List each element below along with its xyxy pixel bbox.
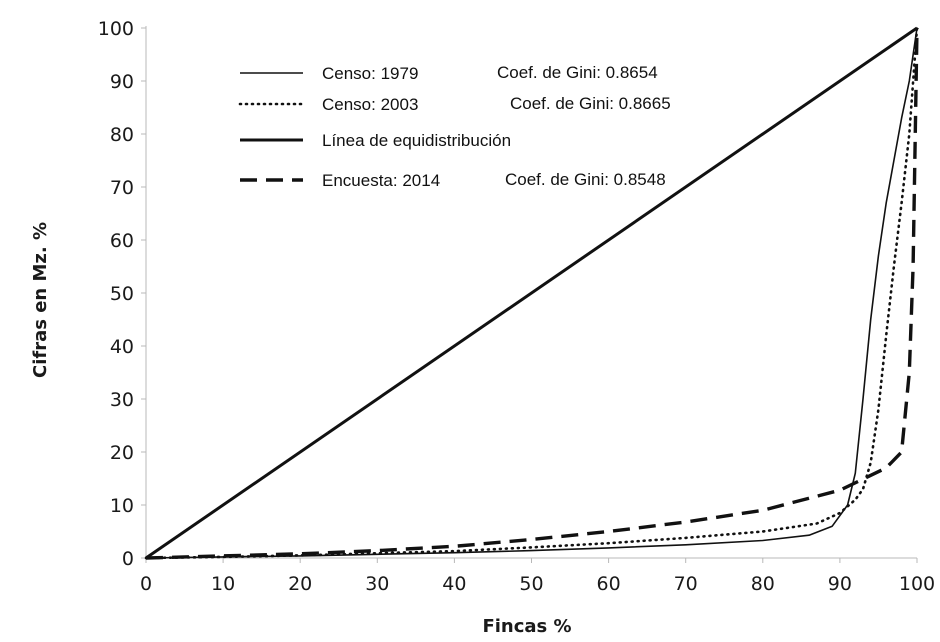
- x-axis-title: Fincas %: [482, 616, 571, 637]
- y-tick-label: 100: [98, 18, 134, 40]
- series-line-censo-1979: [145, 27, 918, 559]
- x-axis: 0 10 20 30 40 50 60 70 80 90 100: [140, 557, 935, 595]
- y-tick-label: 90: [110, 71, 134, 93]
- legend-label-encuesta-2014: Encuesta: 2014: [322, 171, 440, 190]
- y-tick-label: 10: [110, 495, 134, 517]
- legend-label-censo-2003: Censo: 2003: [322, 95, 418, 114]
- legend-gini-censo-2003: Coef. de Gini: 0.8665: [510, 94, 671, 113]
- x-tick-label: 60: [597, 573, 621, 595]
- series-line-censo-2003: [144, 26, 919, 560]
- x-tick-label: 80: [751, 573, 775, 595]
- y-tick-label: 0: [122, 548, 134, 570]
- x-tick-label: 100: [899, 573, 935, 595]
- x-tick-label: 90: [828, 573, 852, 595]
- y-axis: 0 10 20 30 40 50 60 70 80 90 100: [98, 18, 147, 570]
- y-tick-label: 20: [110, 442, 134, 464]
- x-tick-label: 70: [674, 573, 698, 595]
- legend: Censo: 1979 Coef. de Gini: 0.8654 Censo: 2…: [238, 63, 671, 190]
- y-tick-label: 70: [110, 177, 134, 199]
- legend-label-censo-1979: Censo: 1979: [322, 64, 418, 83]
- x-tick-label: 50: [519, 573, 543, 595]
- x-tick-label: 10: [211, 573, 235, 595]
- y-axis-title: Cifras en Mz. %: [30, 222, 51, 378]
- y-tick-label: 30: [110, 389, 134, 411]
- x-tick-label: 0: [140, 573, 152, 595]
- y-tick-label: 50: [110, 283, 134, 305]
- y-tick-label: 40: [110, 336, 134, 358]
- legend-gini-censo-1979: Coef. de Gini: 0.8654: [497, 63, 658, 82]
- series-line-linea-de-equidistribucion: [145, 26, 918, 560]
- legend-label-linea-de-equidistribucion: Línea de equidistribución: [322, 131, 511, 150]
- y-tick-label: 80: [110, 124, 134, 146]
- legend-gini-encuesta-2014: Coef. de Gini: 0.8548: [505, 170, 666, 189]
- x-tick-label: 40: [442, 573, 466, 595]
- x-tick-label: 30: [365, 573, 389, 595]
- plot-lines: [144, 26, 919, 560]
- y-tick-label: 60: [110, 230, 134, 252]
- x-tick-label: 20: [288, 573, 312, 595]
